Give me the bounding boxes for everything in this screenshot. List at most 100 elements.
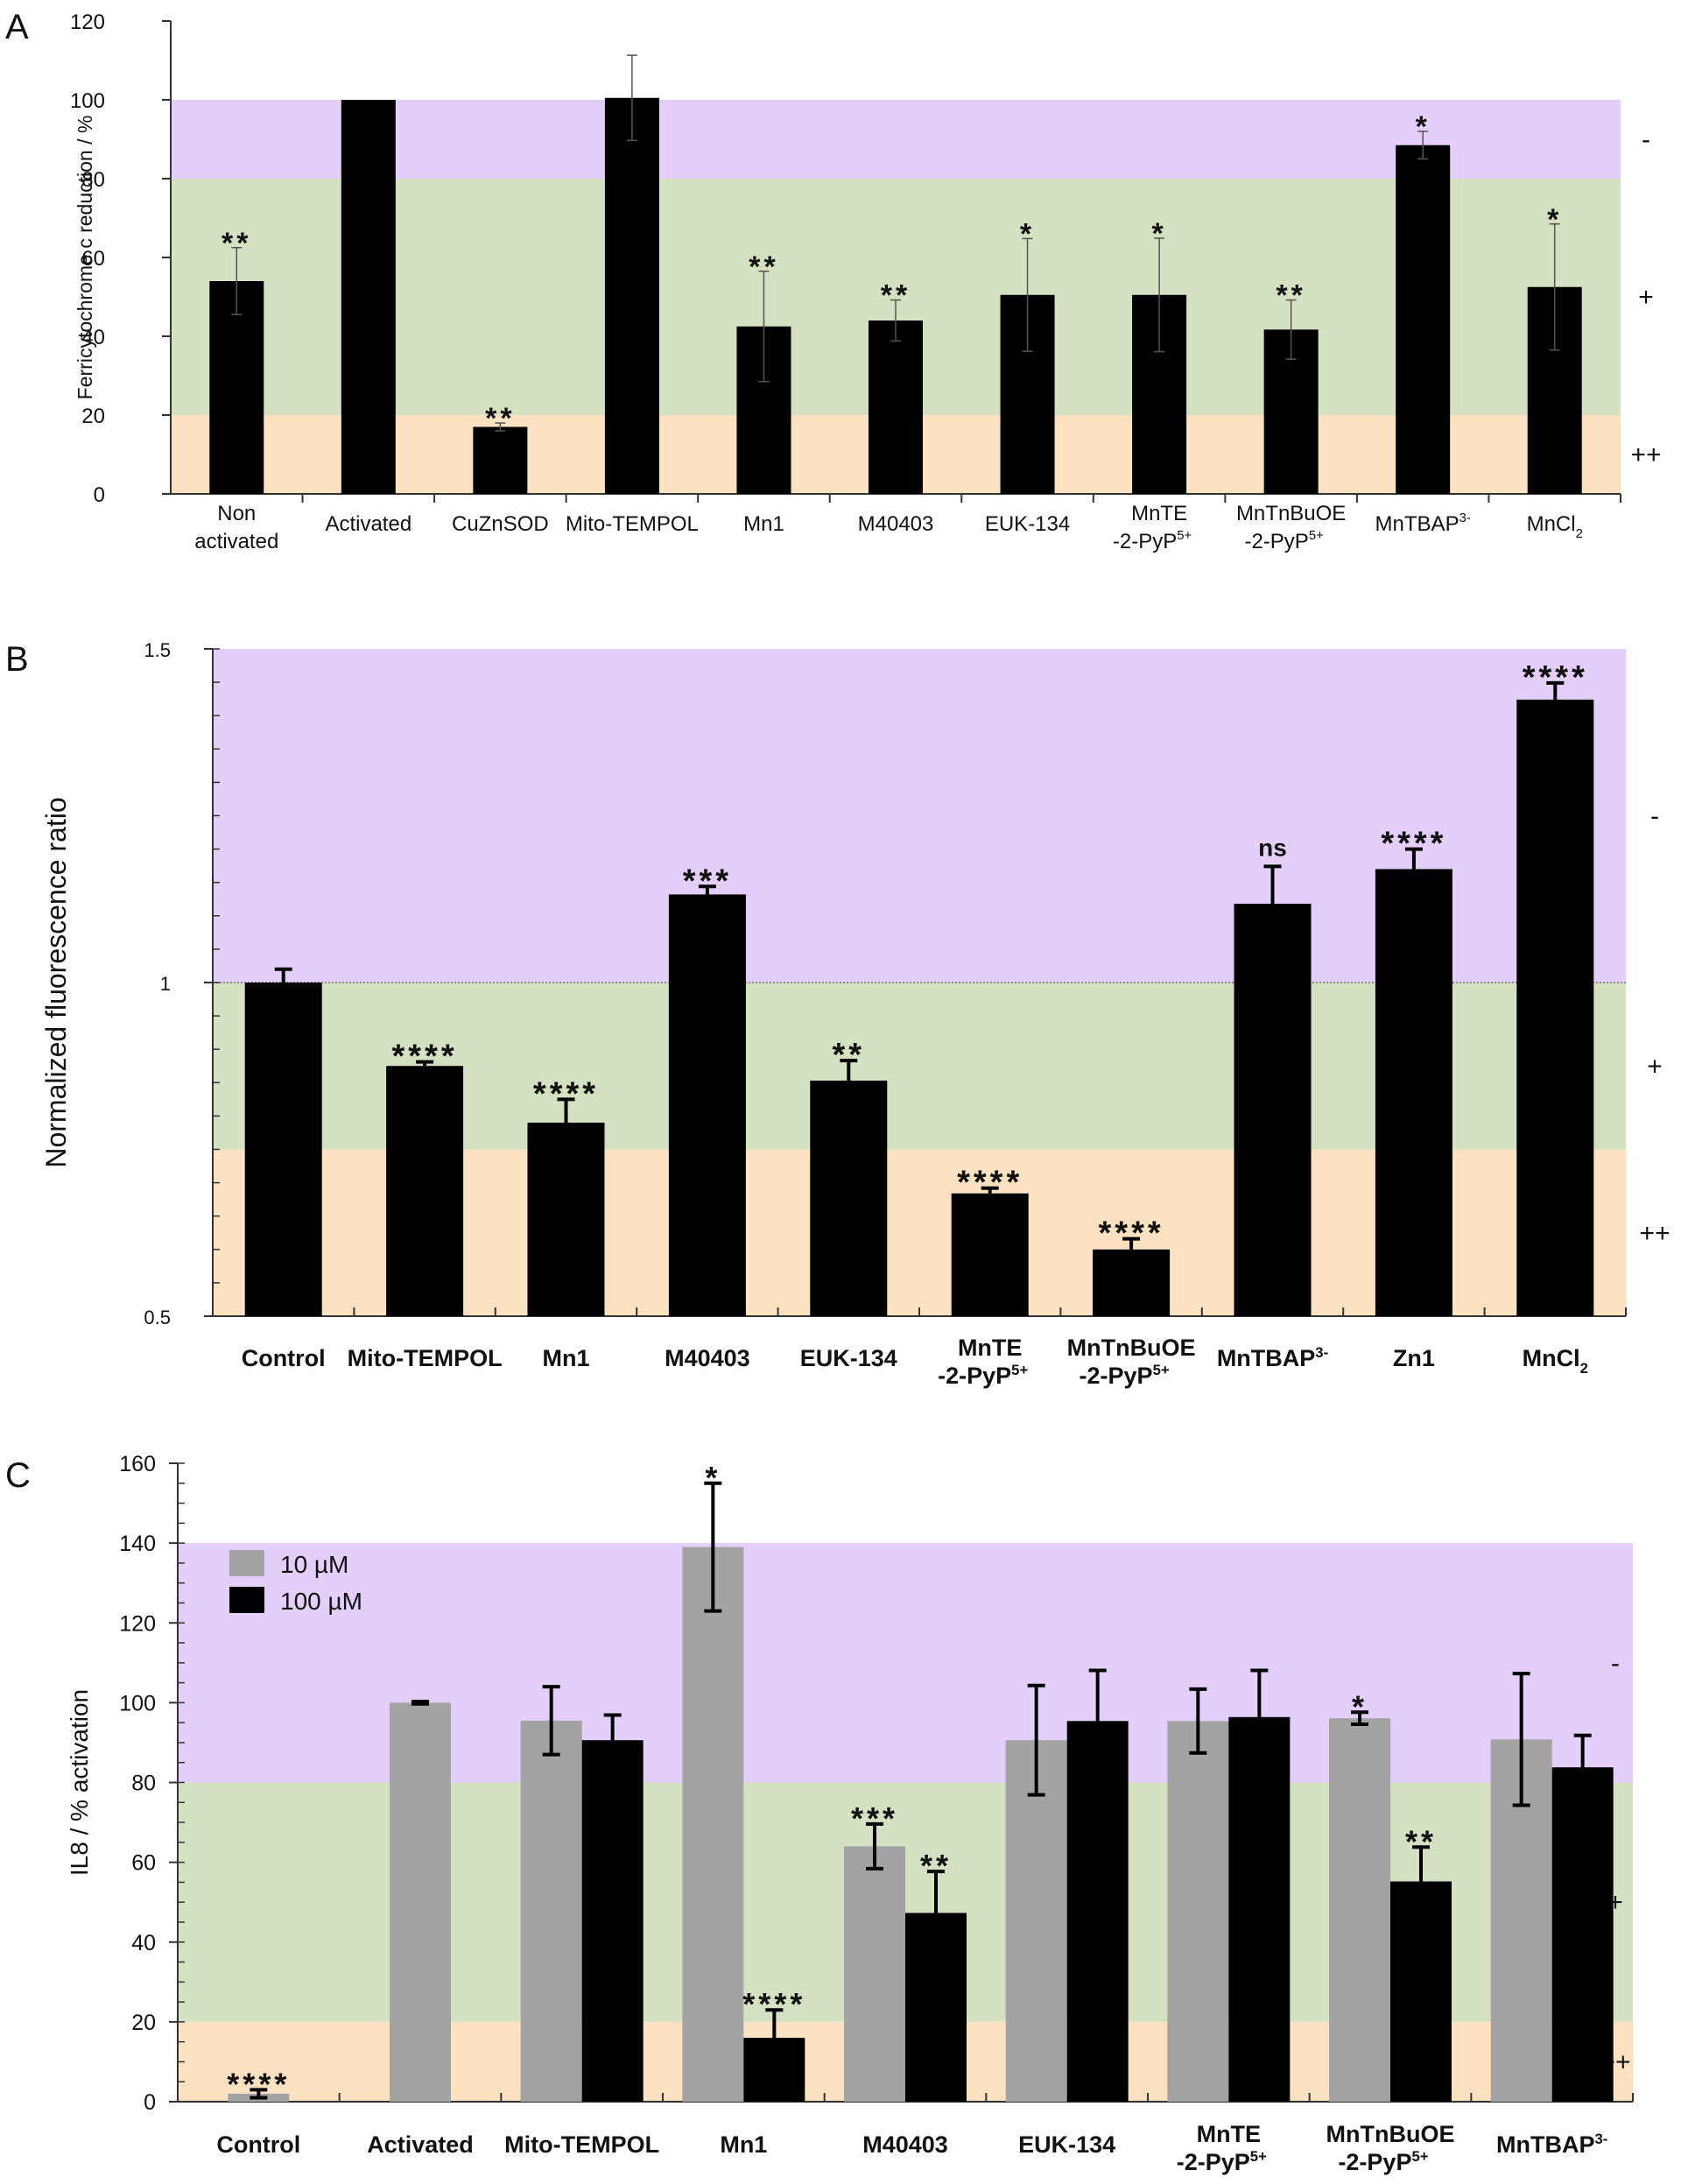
significance-label: **: [485, 402, 515, 435]
bar: [1329, 1718, 1390, 2102]
panel-letter-a: A: [5, 8, 29, 46]
zone-label: -: [1642, 125, 1650, 154]
y-tick-label: 80: [81, 168, 105, 192]
x-category-label: MnTE -2-PyP5+: [1177, 2121, 1267, 2175]
zone-label: ++: [1639, 1219, 1670, 1248]
x-category-label: Mito-TEMPOL: [348, 1345, 503, 1371]
significance-label: ****: [1523, 659, 1588, 696]
significance-label: ****: [227, 2066, 290, 2102]
bar: [1375, 869, 1452, 1316]
x-category-label: MnTE -2-PyP5+: [938, 1335, 1028, 1389]
panel-letter-c: C: [5, 1456, 31, 1495]
bar: [682, 1546, 744, 2102]
bar: [341, 100, 396, 494]
significance-label: **: [1405, 1823, 1437, 1859]
bar: [1390, 1881, 1452, 2102]
bar: [810, 1081, 888, 1316]
x-category-label: Activated: [367, 2131, 474, 2158]
significance-label: *: [1151, 217, 1166, 250]
significance-label: *: [1020, 217, 1035, 250]
bar: [473, 426, 528, 494]
y-tick-label: 0.5: [144, 1307, 171, 1328]
x-category-label: M40403: [665, 1345, 750, 1371]
y-tick-label: 40: [131, 1931, 156, 1955]
significance-label: **: [222, 227, 251, 260]
x-category-label: MnTBAP3-: [1496, 2131, 1607, 2158]
zone-label: +: [1647, 1052, 1663, 1081]
bar: [869, 321, 923, 494]
x-category-label: MnTnBuOE -2-PyP5+: [1067, 1335, 1196, 1389]
x-category-label: MnCl2: [1523, 1345, 1588, 1377]
x-category-label: Mito-TEMPOL: [504, 2131, 659, 2158]
significance-label: *: [705, 1460, 721, 1496]
x-category-label: MnTBAP3-: [1375, 511, 1471, 536]
significance-label: **: [833, 1037, 866, 1074]
bar: [244, 983, 322, 1316]
significance-label: ****: [957, 1165, 1023, 1201]
significance-label: *: [1416, 110, 1431, 144]
bar: [668, 894, 746, 1316]
y-tick-label: 120: [70, 11, 105, 34]
x-category-label: Mn1: [720, 2131, 767, 2158]
significance-label: ***: [683, 863, 732, 899]
y-tick-label: 100: [70, 89, 105, 113]
bar: [1167, 1721, 1229, 2102]
y-tick-label: 160: [119, 1452, 156, 1476]
y-tick-label: 0: [94, 483, 105, 507]
significance-label: ****: [1381, 826, 1446, 863]
x-category-label: MnTnBuOE -2-PyP5+: [1326, 2121, 1455, 2175]
zone-band-1: [171, 100, 1621, 179]
significance-label: ***: [851, 1800, 898, 1836]
x-category-label: EUK-134: [800, 1345, 897, 1371]
significance-label: ****: [742, 1986, 805, 2022]
significance-label: ns: [1258, 834, 1287, 861]
x-category-label: MnTnBuOE -2-PyP5+: [1236, 502, 1346, 553]
y-tick-label: 60: [131, 1851, 156, 1876]
significance-label: **: [1276, 279, 1305, 313]
bar: [1234, 904, 1312, 1316]
x-category-label: MnCl2: [1527, 512, 1583, 541]
y-tick-label: 140: [119, 1532, 156, 1556]
x-category-label: Control: [242, 1345, 326, 1371]
x-category-label: CuZnSOD: [452, 512, 549, 536]
bar: [527, 1123, 605, 1316]
x-category-label: Mn1: [743, 512, 784, 536]
y-tick-label: 100: [119, 1691, 156, 1715]
y-axis-title: Ferricytochrome c reduction / %: [74, 116, 96, 400]
x-category-label: MnTBAP3-: [1217, 1344, 1328, 1371]
zone-label: +: [1638, 283, 1654, 312]
bar: [581, 1740, 644, 2102]
x-category-label: M40403: [858, 512, 934, 536]
significance-label: *: [1547, 203, 1562, 236]
significance-label: **: [881, 279, 911, 313]
y-tick-label: 20: [81, 405, 105, 428]
bar: [604, 97, 659, 494]
x-category-label: Mito-TEMPOL: [566, 512, 699, 536]
y-axis-title: Normalized fluorescence ratio: [40, 797, 72, 1167]
y-tick-label: 1: [160, 973, 171, 995]
legend-swatch: [229, 1587, 264, 1613]
x-category-label: Mn1: [543, 1345, 590, 1371]
panel-letter-b: B: [5, 640, 29, 679]
bar: [1228, 1716, 1291, 2102]
y-axis-title: IL8 / % activation: [66, 1689, 93, 1876]
x-category-label: Activated: [325, 512, 411, 536]
bar: [1005, 1740, 1067, 2102]
significance-label: **: [749, 250, 778, 284]
x-category-label: EUK-134: [985, 512, 1070, 536]
x-category-label: Zn1: [1393, 1345, 1435, 1371]
bar: [1551, 1767, 1614, 2102]
bar: [386, 1066, 464, 1316]
legend-label: 10 µM: [280, 1551, 348, 1578]
bar: [209, 281, 264, 494]
x-category-label: EUK-134: [1018, 2131, 1115, 2158]
zone-label: -: [1650, 802, 1659, 831]
bar: [1396, 144, 1451, 494]
x-category-label: Non activated: [194, 502, 278, 553]
bar: [390, 1702, 451, 2102]
significance-label: ****: [392, 1039, 458, 1075]
bar: [1516, 699, 1594, 1316]
